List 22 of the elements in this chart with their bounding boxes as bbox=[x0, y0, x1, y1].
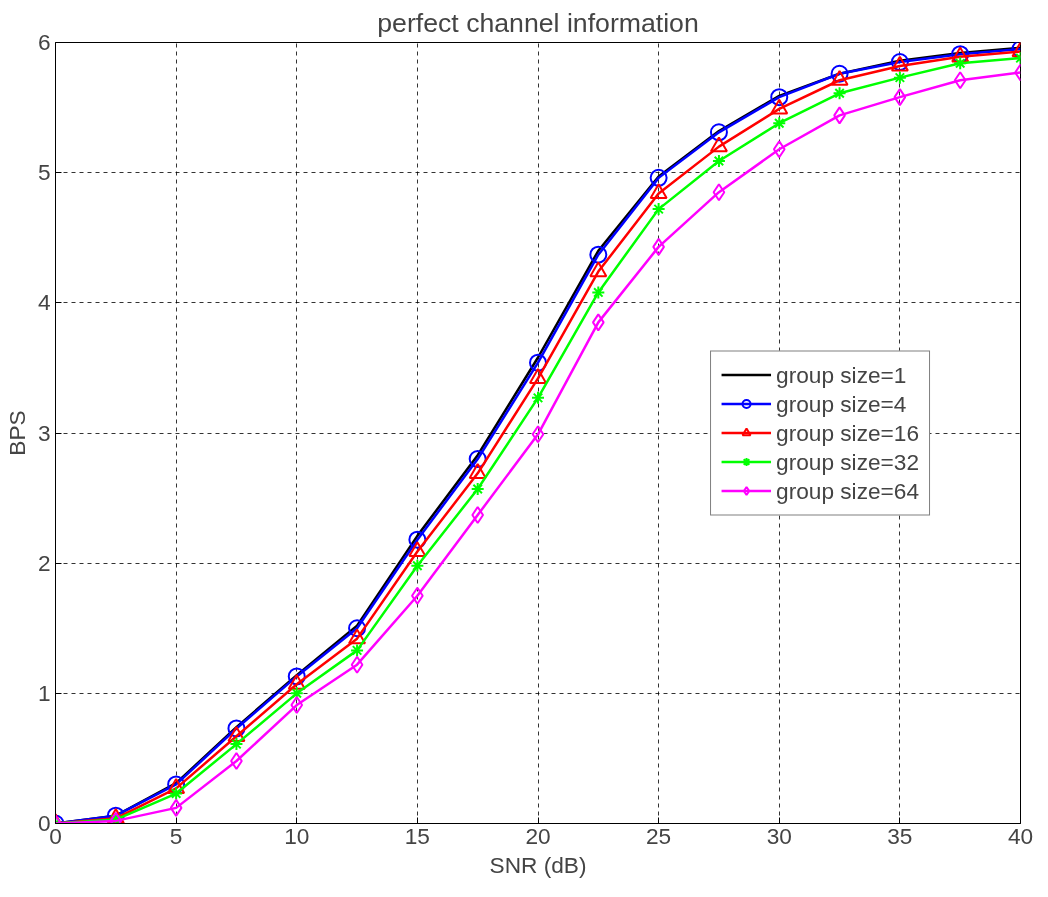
x-tick-label: 35 bbox=[887, 822, 913, 849]
x-tick-label: 40 bbox=[1007, 822, 1034, 849]
x-tick-label: 15 bbox=[404, 822, 430, 849]
x-tick-label: 30 bbox=[766, 822, 792, 849]
y-tick-label: 6 bbox=[37, 29, 51, 55]
x-axis-title: SNR (dB) bbox=[489, 851, 587, 878]
x-tick-label: 20 bbox=[525, 822, 551, 849]
y-tick-label: 4 bbox=[37, 289, 51, 316]
y-tick-label: 3 bbox=[37, 419, 51, 446]
legend-label: group size=32 bbox=[776, 448, 919, 475]
y-tick-label: 5 bbox=[37, 159, 51, 186]
legend-label: group size=4 bbox=[776, 390, 907, 417]
legend-label: group size=1 bbox=[776, 361, 907, 388]
x-tick-label: 25 bbox=[646, 822, 672, 849]
legend-label: group size=64 bbox=[776, 477, 919, 504]
y-axis-title: BPS bbox=[3, 410, 30, 456]
y-tick-label: 2 bbox=[37, 549, 51, 576]
chart-title: perfect channel information bbox=[377, 7, 699, 38]
legend-label: group size=16 bbox=[776, 419, 919, 446]
x-tick-label: 5 bbox=[169, 822, 183, 849]
x-tick-label: 10 bbox=[284, 822, 310, 849]
y-tick-label: 1 bbox=[37, 679, 51, 706]
